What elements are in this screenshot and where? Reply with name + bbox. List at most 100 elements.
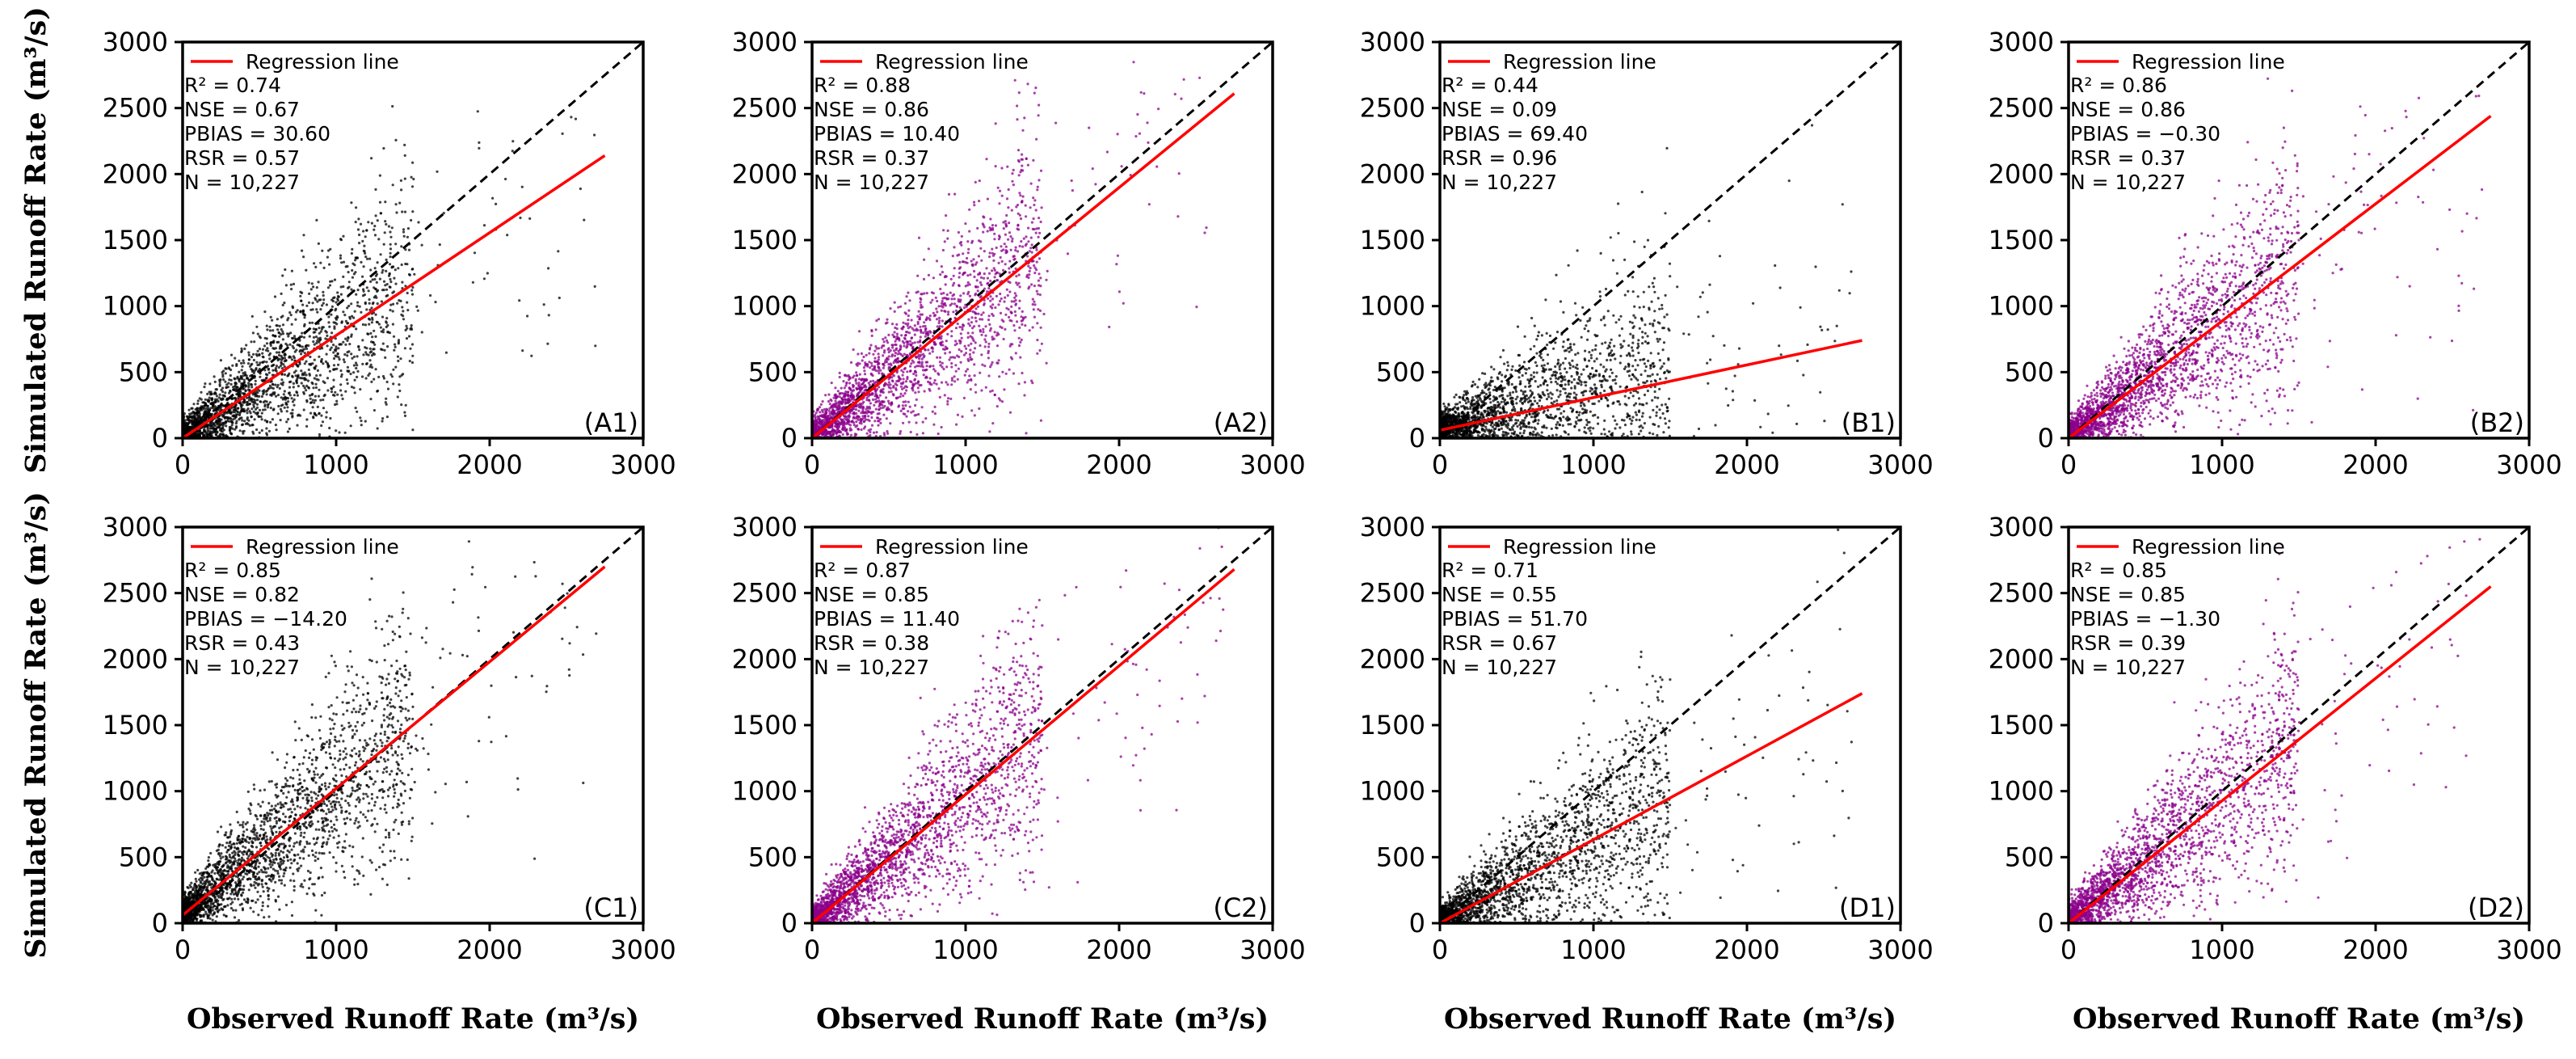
scatter-point [324,394,326,396]
scatter-point [282,338,284,340]
scatter-point [874,401,877,403]
scatter-point [342,310,344,313]
scatter-point [234,357,236,360]
scatter-point [991,306,993,309]
scatter-point [954,344,957,346]
scatter-point [274,384,276,386]
scatter-point [887,400,890,403]
scatter-point [861,352,863,355]
scatter-point [250,386,253,388]
scatter-point [1010,306,1012,308]
scatter-point [239,429,242,432]
scatter-point [848,382,851,384]
scatter-point [924,369,927,371]
scatter-point [1016,320,1018,323]
scatter-point [410,324,413,327]
scatter-point [363,245,365,247]
scatter-point [379,175,381,177]
scatter-point [993,238,995,240]
scatter-point [367,374,369,377]
scatter-point [401,210,403,213]
scatter-point [991,269,993,272]
scatter-point [301,377,303,379]
scatter-point [977,273,979,276]
scatter-point [842,380,844,382]
scatter-point [300,369,302,372]
scatter-point [1022,196,1025,198]
scatter-point [997,333,1000,335]
scatter-point [248,399,250,402]
scatter-point [954,364,957,366]
scatter-point [319,399,322,401]
scatter-point [989,217,991,220]
scatter-point [850,361,852,364]
scatter-point [478,141,480,144]
scatter-point [265,432,267,434]
scatter-point [889,307,891,310]
scatter-point [1136,113,1139,116]
scatter-point [326,363,329,365]
scatter-point [899,306,902,308]
scatter-point [929,377,932,379]
scatter-point [206,405,208,407]
scatter-point [1112,29,1114,32]
scatter-point [373,225,376,227]
scatter-point [241,349,243,352]
scatter-point [312,386,314,389]
scatter-point [952,310,954,313]
scatter-point [1007,294,1009,297]
scatter-point [900,386,903,388]
scatter-point [361,240,364,243]
scatter-point [223,394,225,397]
scatter-point [868,382,870,384]
scatter-point [404,178,406,180]
scatter-point [868,429,870,432]
scatter-point [868,352,870,355]
scatter-point [336,291,339,293]
scatter-point [1037,293,1039,295]
scatter-point [999,190,1001,192]
scatter-point [949,398,952,400]
scatter-point [406,236,409,238]
scatter-point [898,404,900,407]
scatter-point [865,354,868,357]
scatter-point [268,357,271,360]
scatter-point [871,335,873,337]
scatter-point [268,372,271,374]
scatter-point [1117,133,1119,135]
scatter-point [322,298,325,301]
scatter-point [884,336,886,339]
scatter-point [915,421,917,424]
scatter-point [373,229,375,231]
scatter-point [1006,166,1008,168]
scatter-point [864,416,866,419]
scatter-point [277,331,280,334]
stat-rsr-label: RSR = [184,146,255,170]
scatter-point [1010,312,1012,314]
scatter-point [335,400,338,403]
scatter-point [353,364,356,366]
scatter-point [329,281,331,283]
scatter-point [995,165,997,167]
scatter-point [318,412,320,415]
scatter-point [411,185,414,188]
scatter-point [371,354,373,357]
stat-rsr-value: 0.57 [255,146,300,170]
scatter-point [947,310,949,313]
scatter-point [355,327,357,330]
scatter-point [285,359,288,361]
scatter-point [872,353,874,356]
scatter-point [950,362,953,365]
scatter-point [263,391,265,394]
scatter-point [965,370,967,373]
scatter-point [377,376,380,378]
scatter-point [255,428,258,431]
scatter-point [886,319,888,321]
scatter-point [928,247,930,250]
scatter-point [234,390,237,392]
scatter-point [369,332,372,335]
scatter-point [1005,214,1008,217]
scatter-point [1017,382,1020,385]
scatter-point [293,335,296,337]
scatter-point [875,328,878,331]
